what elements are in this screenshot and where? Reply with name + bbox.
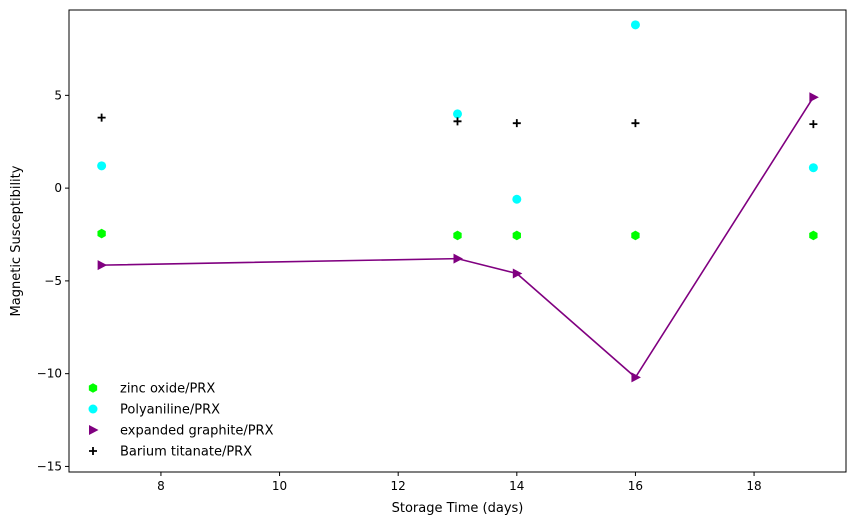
data-point-expanded-graphite-prx (453, 253, 463, 264)
data-point-expanded-graphite-prx (512, 268, 523, 279)
x-tick-label: 10 (272, 479, 287, 493)
data-point-barium-titanate-prx (97, 113, 106, 122)
data-point-zinc-oxide-prx (809, 230, 818, 241)
data-point-polyaniline-prx (453, 109, 462, 119)
legend-marker (89, 447, 97, 455)
legend-label: expanded graphite/PRX (120, 424, 274, 439)
data-point-polyaniline-prx (512, 194, 522, 204)
x-tick-label: 12 (391, 479, 406, 493)
data-point-zinc-oxide-prx (512, 230, 521, 241)
axes-layer: 8 10 12 14 16 18 −15 −10 −5 0 5 (37, 88, 762, 493)
x-tick-label: 16 (628, 479, 643, 493)
data-point-expanded-graphite-prx (631, 372, 641, 383)
y-tick-label: 0 (54, 181, 62, 195)
y-tick-label: −10 (37, 367, 62, 381)
data-point-barium-titanate-prx (631, 119, 640, 128)
data-point-polyaniline-prx (808, 163, 818, 173)
legend-label: zinc oxide/PRX (120, 382, 215, 397)
data-point-polyaniline-prx (97, 161, 107, 171)
y-axis-title: Magnetic Susceptibility (9, 165, 24, 316)
x-tick-label: 8 (157, 479, 165, 493)
data-point-expanded-graphite-prx (809, 92, 819, 103)
y-tick-label: −5 (44, 274, 62, 288)
data-point-zinc-oxide-prx (453, 230, 462, 241)
x-axis-title: Storage Time (days) (392, 501, 524, 516)
legend-label: Polyaniline/PRX (120, 403, 220, 418)
data-point-zinc-oxide-prx (97, 228, 106, 239)
x-tick-label: 18 (746, 479, 761, 493)
plot-frame (68, 9, 847, 473)
data-point-barium-titanate-prx (809, 120, 818, 129)
data-point-barium-titanate-prx (453, 117, 462, 126)
legend-marker (88, 383, 98, 393)
plot-area (69, 10, 846, 472)
data-point-barium-titanate-prx (512, 119, 521, 128)
legend-marker (88, 404, 98, 414)
data-point-expanded-graphite-prx (97, 260, 108, 271)
y-tick-label: 5 (54, 88, 62, 102)
y-tick-label: −15 (37, 459, 62, 473)
marks-layer (97, 20, 819, 383)
legend-label: Barium titanate/PRX (120, 445, 252, 460)
data-point-polyaniline-prx (630, 20, 640, 30)
legend-marker (89, 425, 99, 435)
data-point-zinc-oxide-prx (631, 230, 640, 241)
x-tick-label: 14 (509, 479, 524, 493)
legend: zinc oxide/PRX Polyaniline/PRX expanded gr… (88, 382, 274, 460)
